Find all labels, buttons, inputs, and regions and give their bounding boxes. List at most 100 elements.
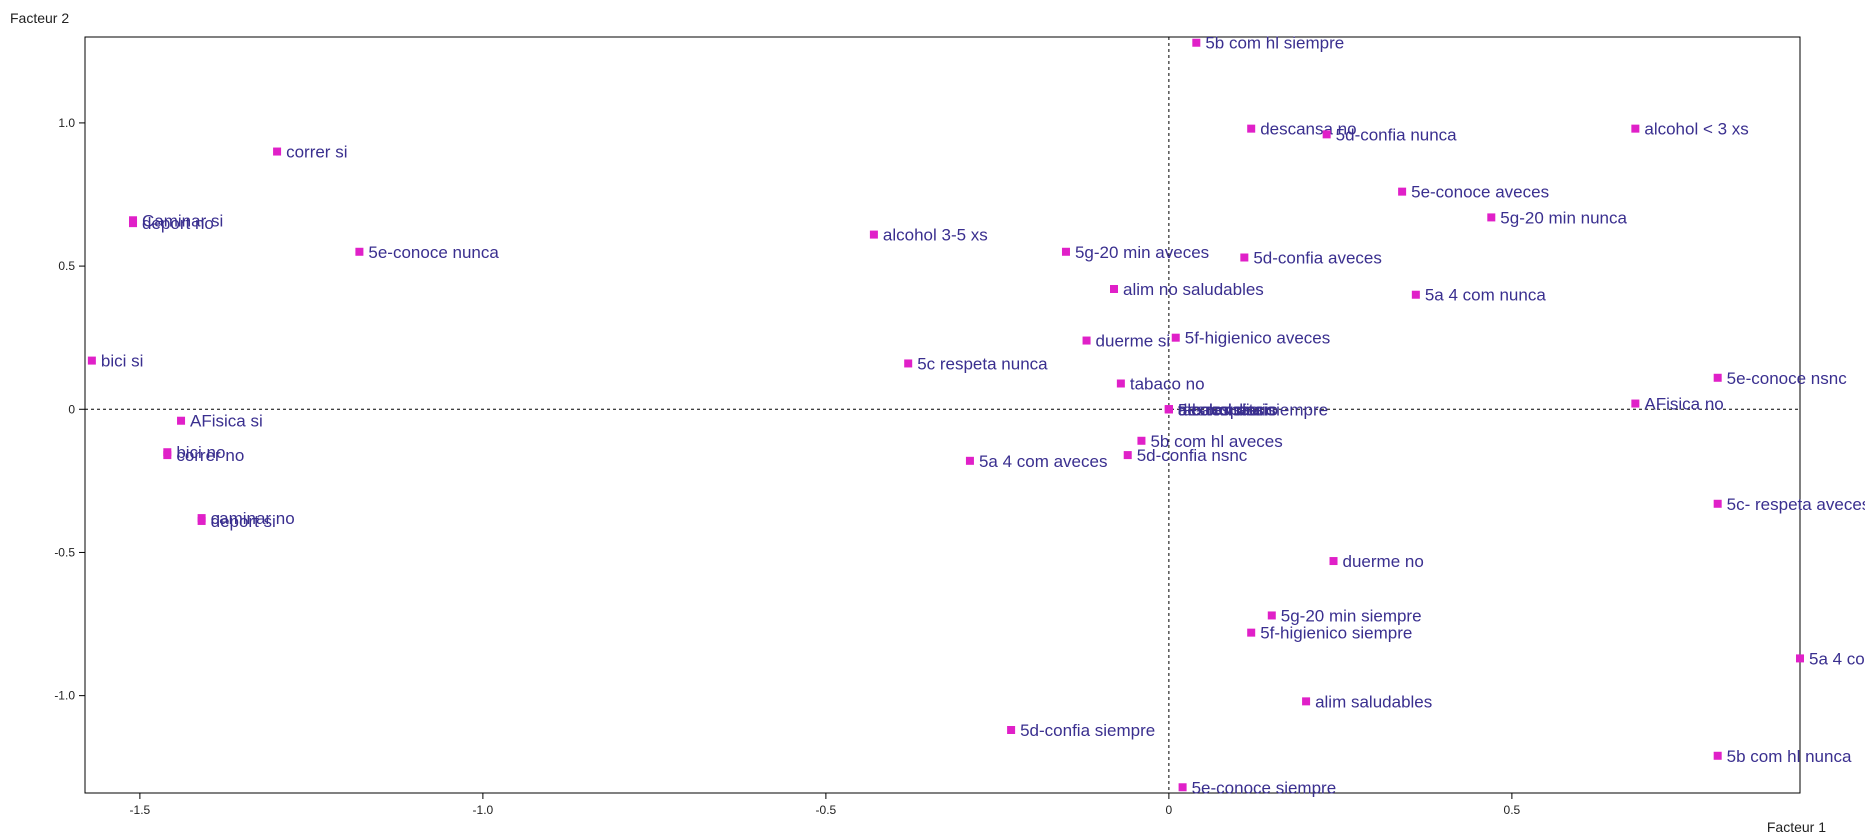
point-label: 5c- respeta aveces [1727, 495, 1865, 514]
point-label: alcohol 3-5 xs [883, 226, 988, 245]
x-tick-label: -1.5 [130, 803, 151, 817]
data-point: duerme no [1329, 552, 1424, 571]
point-label: AFisica si [190, 412, 263, 431]
point-marker [1171, 333, 1180, 342]
data-point: 5e-conoce nsnc [1713, 369, 1848, 388]
data-point: deport si [197, 512, 276, 531]
point-marker [1007, 726, 1016, 734]
y-tick-label: 1.0 [58, 116, 75, 130]
point-label: 5b com hl nunca [1727, 747, 1852, 766]
point-marker [1713, 751, 1722, 760]
data-point: 5f-higienico siempre [1247, 624, 1412, 643]
data-point: alcohol 3-5 xs [869, 226, 988, 245]
data-point: 5a 4 com siempre [1796, 649, 1865, 668]
data-point: alim saludables [1302, 692, 1432, 711]
point-label: alcohol no [1178, 400, 1256, 419]
point-label: 5e-conoce nsnc [1727, 369, 1848, 388]
point-marker [1713, 373, 1722, 382]
point-label: descansa no [1260, 120, 1356, 139]
point-marker [1137, 436, 1146, 445]
point-marker [1713, 499, 1722, 508]
point-marker [1267, 611, 1276, 620]
data-point: 5d-confia nsnc [1123, 446, 1248, 465]
data-point: 5d-confia nunca [1322, 125, 1458, 144]
data-point: duerme si [1082, 332, 1171, 351]
x-tick-label: 0 [1166, 803, 1173, 817]
point-label: descansa si [1178, 400, 1268, 419]
data-point: correr no [163, 446, 244, 465]
point-marker [1796, 654, 1804, 663]
point-label: 5c- respeta siempre [1178, 400, 1328, 419]
data-point: bici si [87, 352, 144, 371]
data-point: 5c respeta nunca [904, 354, 1048, 373]
point-label: 5e-conoce nunca [368, 243, 499, 262]
point-marker [1178, 783, 1187, 792]
point-label: 5d-confia aveces [1253, 249, 1382, 268]
point-label: deport no [142, 214, 214, 233]
data-point: deport no [129, 214, 214, 233]
point-marker [1082, 336, 1091, 345]
point-marker [1322, 130, 1331, 139]
point-marker [965, 456, 974, 465]
point-label: 5g-20 min nunca [1500, 208, 1627, 227]
point-marker [1631, 124, 1640, 133]
data-point: 5c- respeta aveces [1713, 495, 1865, 514]
data-point: 5f-higienico aveces [1171, 329, 1331, 348]
data-point: alim no saludables [1110, 280, 1264, 299]
point-label: 5g-20 min aveces [1075, 243, 1209, 262]
point-label: alim saludables [1315, 692, 1432, 711]
data-point: 5a 4 com aveces [965, 452, 1107, 471]
data-point: alcohol < 3 xs [1631, 120, 1749, 139]
point-marker [1247, 628, 1256, 637]
plot-frame [84, 36, 1801, 794]
point-label: AFisica no [1644, 395, 1723, 414]
data-point: 5g-20 min siempre [1267, 606, 1422, 625]
point-marker [197, 516, 206, 525]
point-label: caminar no [211, 509, 295, 528]
point-label: bici si [101, 352, 144, 371]
point-label: 5f-higienico siempre [1260, 624, 1412, 643]
data-point: 5b com hl aveces [1137, 432, 1283, 451]
point-marker [1123, 451, 1132, 460]
point-label: correr si [286, 143, 347, 162]
point-label: 5c respeta nunca [917, 354, 1048, 373]
x-tick-label: -1.0 [473, 803, 494, 817]
data-point: descansa si [1164, 400, 1268, 419]
data-point: 5d-confia siempre [1007, 721, 1155, 740]
point-label: 5b com hl siempre [1205, 34, 1344, 53]
data-point: 5d-confia aveces [1240, 249, 1382, 268]
point-marker [1329, 557, 1338, 566]
point-marker [355, 247, 364, 256]
y-tick-label: -0.5 [54, 545, 75, 559]
point-label: tabaco diario [1178, 400, 1275, 419]
point-marker [904, 359, 913, 368]
point-label: duerme no [1343, 552, 1424, 571]
data-point: 5e-conoce aveces [1398, 183, 1549, 202]
x-tick-label: -0.5 [816, 803, 837, 817]
y-tick-label: -1.0 [54, 689, 75, 703]
point-label: 5f-higienico aveces [1185, 329, 1331, 348]
point-marker [1192, 38, 1201, 47]
point-label: 5d-confia siempre [1020, 721, 1155, 740]
point-label: alcohol < 3 xs [1644, 120, 1748, 139]
point-label: correr no [176, 446, 244, 465]
point-label: 5e-conoce siempre [1192, 778, 1337, 797]
point-marker [1110, 285, 1118, 293]
data-point: tabaco no [1116, 375, 1205, 394]
point-label: 5g-20 min siempre [1281, 606, 1422, 625]
point-marker [163, 451, 172, 460]
x-tick-label: 0.5 [1504, 803, 1521, 817]
data-point: 5b com hl nunca [1713, 747, 1852, 766]
data-point: 5a 4 com nunca [1411, 286, 1546, 305]
point-label: 5d-confia nunca [1336, 125, 1458, 144]
point-label: bici no [176, 443, 225, 462]
point-label: duerme si [1096, 332, 1171, 351]
data-point: 5g-20 min nunca [1487, 208, 1627, 227]
y-axis-title: Facteur 2 [10, 10, 69, 26]
point-label: alcohol diario [1178, 400, 1278, 419]
data-point: descansa no [1247, 120, 1357, 139]
data-point: 5e-conoce nunca [355, 243, 499, 262]
point-label: alim no saludables [1123, 280, 1264, 299]
point-marker [1247, 124, 1256, 133]
